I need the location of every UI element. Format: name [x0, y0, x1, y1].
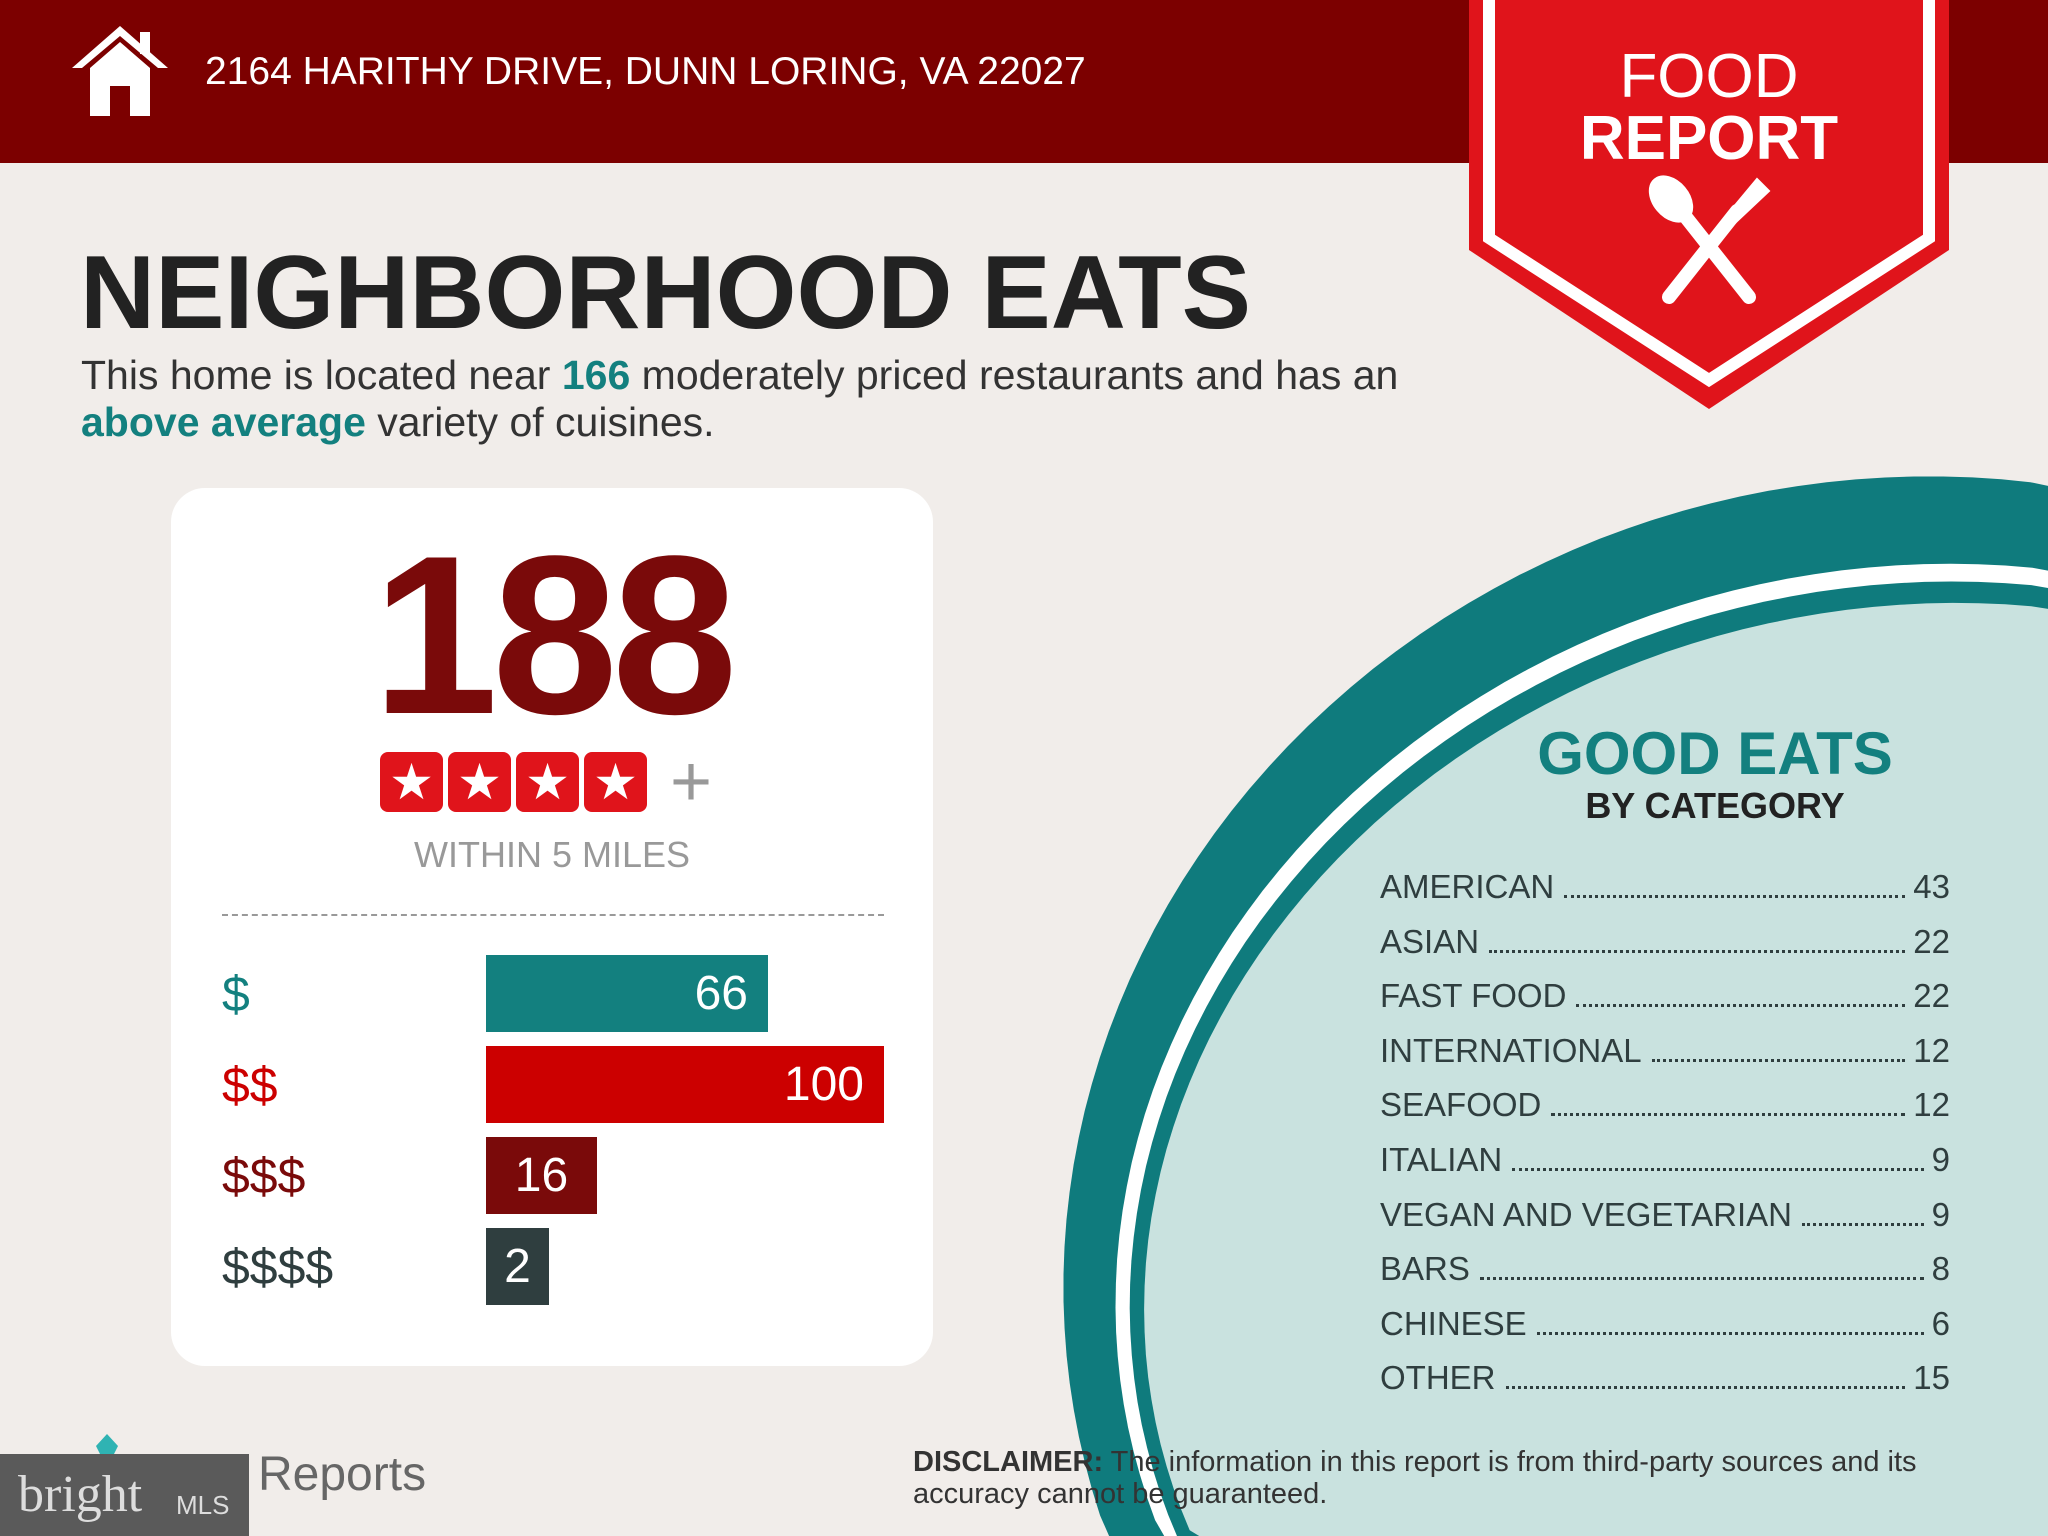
price-level-bar: 2	[486, 1228, 549, 1305]
price-level-bar: 66	[486, 955, 768, 1032]
price-level-row: $$$$ 2	[222, 1228, 549, 1305]
star-rating: ★ ★ ★ ★ +	[380, 742, 713, 822]
category-count: 8	[1931, 1250, 1950, 1288]
badge-line1: FOOD	[1619, 42, 1799, 111]
leader-dots	[1551, 1113, 1906, 1117]
category-row: AMERICAN 43	[1380, 866, 1950, 906]
price-level-label: $$	[222, 1056, 278, 1113]
category-count: 6	[1931, 1304, 1950, 1342]
price-level-row: $$ 100	[222, 1046, 884, 1123]
property-address: 2164 HARITHY DRIVE, DUNN LORING, VA 2202…	[205, 50, 1086, 93]
category-row: FAST FOOD 22	[1380, 975, 1950, 1015]
category-name: AMERICAN	[1380, 868, 1555, 905]
category-count: 9	[1931, 1141, 1950, 1178]
star-icon: ★	[516, 752, 579, 812]
leader-dots	[1512, 1168, 1924, 1171]
leader-dots	[1576, 1004, 1906, 1008]
page-title: NEIGHBORHOOD EATS	[80, 235, 1252, 351]
category-name: ASIAN	[1380, 922, 1480, 960]
leader-dots	[1536, 1331, 1924, 1335]
star-icon: ★	[584, 752, 647, 812]
reports-logo-text: Reports	[258, 1448, 427, 1501]
plus-icon: +	[670, 742, 713, 822]
category-count: 15	[1913, 1359, 1950, 1397]
price-level-label: $$$	[222, 1147, 306, 1204]
category-count: 12	[1913, 1031, 1950, 1069]
summary-text: This home is located near 166 moderately…	[81, 352, 1399, 445]
price-level-label: $	[222, 965, 250, 1022]
category-count: 12	[1913, 1086, 1950, 1124]
leader-dots	[1505, 1386, 1906, 1390]
category-name: FAST FOOD	[1380, 977, 1567, 1015]
category-name: SEAFOOD	[1380, 1086, 1542, 1124]
bright-mls-logo	[0, 1454, 249, 1536]
leader-dots	[1801, 1222, 1924, 1226]
star-icon: ★	[380, 752, 443, 812]
price-level-row: $66	[222, 955, 768, 1032]
leader-dots	[1479, 1277, 1924, 1281]
bright-logo-text: bright	[18, 1466, 143, 1523]
category-name: CHINESE	[1380, 1304, 1527, 1342]
category-row: ASIAN 22	[1380, 921, 1950, 961]
category-row: BARS 8	[1380, 1248, 1950, 1288]
category-name: ITALIAN	[1380, 1141, 1503, 1178]
category-count: 9	[1931, 1195, 1950, 1233]
category-row: CHINESE 6	[1380, 1303, 1950, 1343]
mls-logo-text: MLS	[176, 1490, 230, 1520]
summary-card	[171, 488, 933, 1366]
plate-center	[1144, 602, 2048, 1536]
category-row: OTHER 15	[1380, 1357, 1950, 1397]
badge-line2: REPORT	[1579, 104, 1839, 173]
food-report-badge	[1469, 0, 1949, 409]
price-level-bar: 16	[486, 1137, 597, 1214]
category-name: BARS	[1380, 1250, 1470, 1288]
disclaimer: DISCLAIMER: The information in this repo…	[913, 1446, 1917, 1510]
spoon-fork-icon	[1648, 175, 1771, 304]
restaurant-total: 188	[372, 508, 737, 761]
category-row: SEAFOOD 12	[1380, 1084, 1950, 1124]
categories-title: GOOD EATS	[1537, 720, 1893, 787]
leader-dots	[1564, 895, 1906, 898]
leader-dots	[1651, 1058, 1906, 1062]
category-name: INTERNATIONAL	[1380, 1031, 1642, 1069]
category-count: 43	[1913, 868, 1950, 905]
price-level-bar: 100	[486, 1046, 884, 1123]
star-icon: ★	[448, 752, 511, 812]
category-count: 22	[1913, 922, 1950, 960]
category-row: INTERNATIONAL 12	[1380, 1030, 1950, 1070]
category-row: VEGAN AND VEGETARIAN 9	[1380, 1194, 1950, 1234]
radius-label: WITHIN 5 MILES	[413, 834, 691, 875]
category-row: ITALIAN 9	[1380, 1139, 1950, 1179]
leader-dots	[1489, 949, 1906, 953]
price-level-label: $$$$	[222, 1238, 334, 1295]
divider	[222, 914, 884, 916]
price-level-row: $$$ 16	[222, 1137, 597, 1214]
category-count: 22	[1913, 977, 1950, 1015]
reports-logo-icon	[96, 1434, 118, 1454]
home-icon	[72, 26, 168, 116]
categories-subtitle: BY CATEGORY	[1585, 785, 1845, 826]
category-name: OTHER	[1380, 1359, 1496, 1397]
category-name: VEGAN AND VEGETARIAN	[1380, 1195, 1792, 1233]
